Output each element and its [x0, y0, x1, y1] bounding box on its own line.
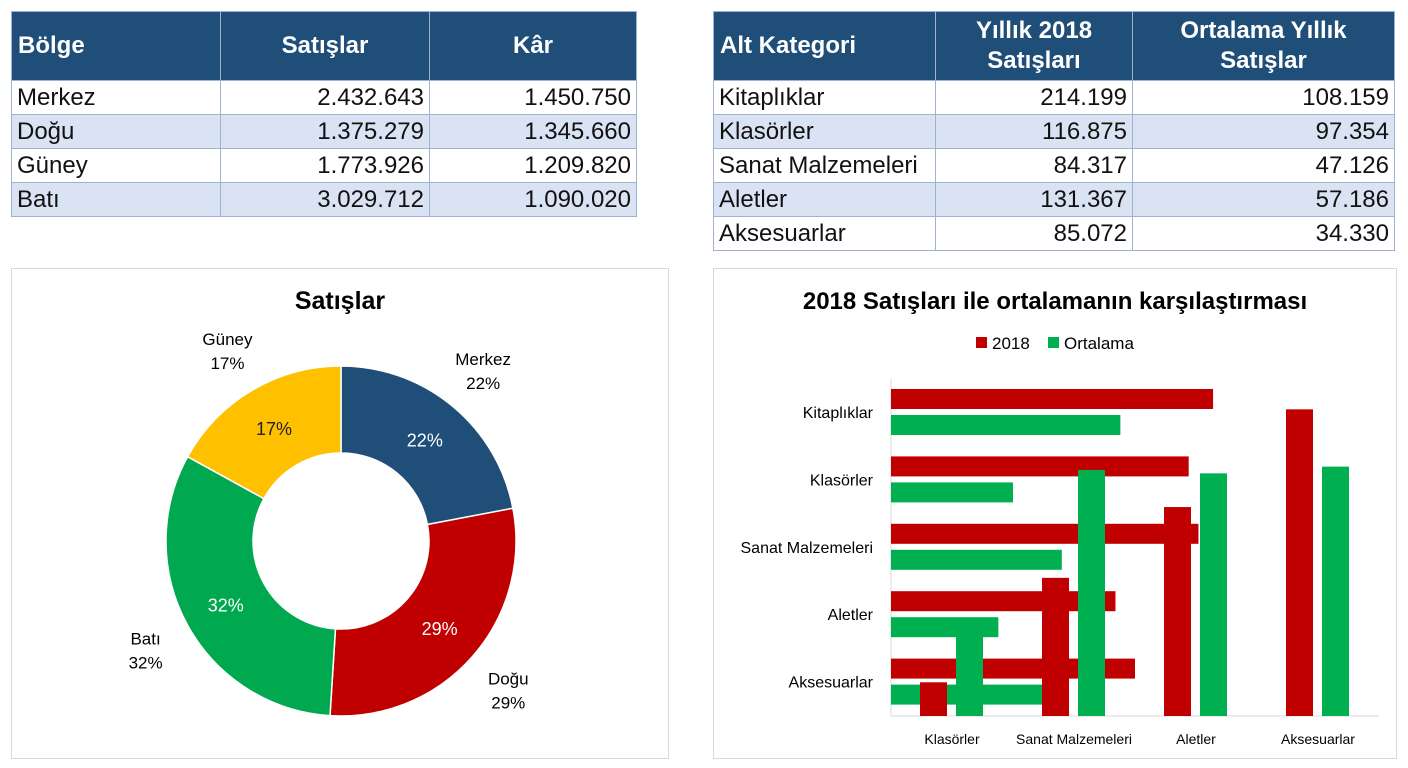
donut-slice-doğu: [329, 507, 517, 717]
cell-value: 1.773.926: [220, 148, 430, 183]
table-row: Sanat Malzemeleri 84.317 47.126: [713, 148, 1395, 183]
row-label: Kitaplıklar: [713, 80, 936, 115]
donut-slice-güney: [186, 365, 342, 500]
y-category-label: Klasörler: [810, 472, 874, 489]
table-row: Aletler 131.367 57.186: [713, 182, 1395, 217]
slice-percent-label: 32%: [208, 595, 244, 615]
vbar-2018: [1286, 409, 1313, 716]
vbar-2018: [920, 682, 947, 716]
hbar-ortalama: [891, 415, 1121, 435]
row-label: Batı: [11, 182, 221, 217]
cell-value: 1.090.020: [429, 182, 637, 217]
slice-outer-percent: 22%: [466, 374, 500, 393]
vbar-ortalama: [1322, 466, 1349, 716]
vbar-ortalama: [1078, 469, 1105, 716]
bar-chart-panel: 2018 Satışları ile ortalamanın karşılaşt…: [713, 268, 1397, 759]
hbar-2018: [891, 523, 1199, 544]
row-label: Merkez: [11, 80, 221, 115]
table-row: Klasörler 116.875 97.354: [713, 114, 1395, 149]
table-row: Güney 1.773.926 1.209.820: [11, 148, 637, 183]
table-row: Aksesuarlar 85.072 34.330: [713, 216, 1395, 251]
hbar-ortalama: [891, 482, 1013, 503]
cell-value: 84.317: [935, 148, 1133, 183]
x-category-label: Aletler: [1176, 731, 1216, 747]
y-category-label: Aletler: [828, 607, 874, 624]
row-label: Aletler: [713, 182, 936, 217]
cell-value: 108.159: [1132, 80, 1395, 115]
y-category-label: Aksesuarlar: [789, 675, 874, 692]
cell-value: 214.199: [935, 80, 1133, 115]
row-label: Sanat Malzemeleri: [713, 148, 936, 183]
header-average-sales: Ortalama Yıllık Satışlar: [1132, 11, 1395, 81]
vbar-ortalama: [1200, 473, 1227, 716]
chart-title: Satışlar: [295, 287, 386, 315]
bar-chart: 2018 Satışları ile ortalamanın karşılaşt…: [741, 288, 1379, 747]
hbar-ortalama: [891, 617, 999, 638]
header-profit: Kâr: [429, 11, 637, 81]
table-row: Batı 3.029.712 1.090.020: [11, 182, 637, 217]
donut-chart: Satışlar 22% Merkez 22% 29% Doğu 29% 32% Batı 32%…: [129, 287, 529, 717]
region-sales-table: Bölge Satışlar Kâr Merkez 2.432.643 1.450.…: [11, 11, 637, 217]
row-label: Klasörler: [713, 114, 936, 149]
x-category-label: Sanat Malzemeleri: [1016, 731, 1132, 747]
hbar-2018: [891, 389, 1214, 409]
slice-outer-percent: 29%: [491, 693, 525, 712]
hbar-2018: [891, 658, 1135, 679]
hbar-2018: [891, 456, 1189, 477]
vbar-ortalama: [956, 635, 983, 716]
y-category-label: Sanat Malzemeleri: [741, 540, 874, 557]
slice-percent-label: 17%: [256, 419, 292, 439]
cell-value: 1.375.279: [220, 114, 430, 149]
cell-value: 1.345.660: [429, 114, 637, 149]
y-category-label: Kitaplıklar: [803, 405, 874, 422]
donut-slice-merkez: [340, 365, 514, 526]
slice-category-label: Güney: [202, 330, 253, 349]
cell-value: 3.029.712: [220, 182, 430, 217]
table-row: Doğu 1.375.279 1.345.660: [11, 114, 637, 149]
cell-value: 1.209.820: [429, 148, 637, 183]
cell-value: 97.354: [1132, 114, 1395, 149]
chart-title: 2018 Satışları ile ortalamanın karşılaşt…: [803, 288, 1307, 315]
vbar-2018: [1164, 507, 1191, 716]
donut-chart-panel: Satışlar 22% Merkez 22% 29% Doğu 29% 32% Batı 32%…: [11, 268, 669, 759]
x-category-label: Aksesuarlar: [1281, 731, 1355, 747]
slice-category-label: Doğu: [488, 669, 529, 688]
cell-value: 47.126: [1132, 148, 1395, 183]
legend-label-ortalama: Ortalama: [1064, 334, 1134, 353]
header-region: Bölge: [11, 11, 221, 81]
cell-value: 1.450.750: [429, 80, 637, 115]
legend-label-2018: 2018: [992, 334, 1030, 353]
slice-percent-label: 29%: [422, 619, 458, 639]
legend-swatch-2018: [976, 337, 987, 348]
cell-value: 2.432.643: [220, 80, 430, 115]
slice-category-label: Merkez: [455, 350, 511, 369]
row-label: Aksesuarlar: [713, 216, 936, 251]
header-sales: Satışlar: [220, 11, 430, 81]
slice-percent-label: 22%: [407, 431, 443, 451]
vbar-2018: [1042, 577, 1069, 716]
slice-category-label: Batı: [130, 629, 160, 648]
slice-outer-percent: 17%: [210, 354, 244, 373]
slice-outer-percent: 32%: [129, 653, 163, 672]
table-row: Kitaplıklar 214.199 108.159: [713, 80, 1395, 115]
subcategory-sales-table: Alt Kategori Yıllık 2018 Satışları Ortal…: [713, 11, 1395, 251]
row-label: Doğu: [11, 114, 221, 149]
legend-swatch-ortalama: [1048, 337, 1059, 348]
table-row: Merkez 2.432.643 1.450.750: [11, 80, 637, 115]
header-2018-sales: Yıllık 2018 Satışları: [935, 11, 1133, 81]
header-subcategory: Alt Kategori: [713, 11, 936, 81]
cell-value: 131.367: [935, 182, 1133, 217]
x-category-label: Klasörler: [924, 731, 980, 747]
cell-value: 116.875: [935, 114, 1133, 149]
cell-value: 34.330: [1132, 216, 1395, 251]
donut-slice-batı: [165, 455, 337, 717]
cell-value: 85.072: [935, 216, 1133, 251]
cell-value: 57.186: [1132, 182, 1395, 217]
hbar-ortalama: [891, 549, 1062, 570]
row-label: Güney: [11, 148, 221, 183]
